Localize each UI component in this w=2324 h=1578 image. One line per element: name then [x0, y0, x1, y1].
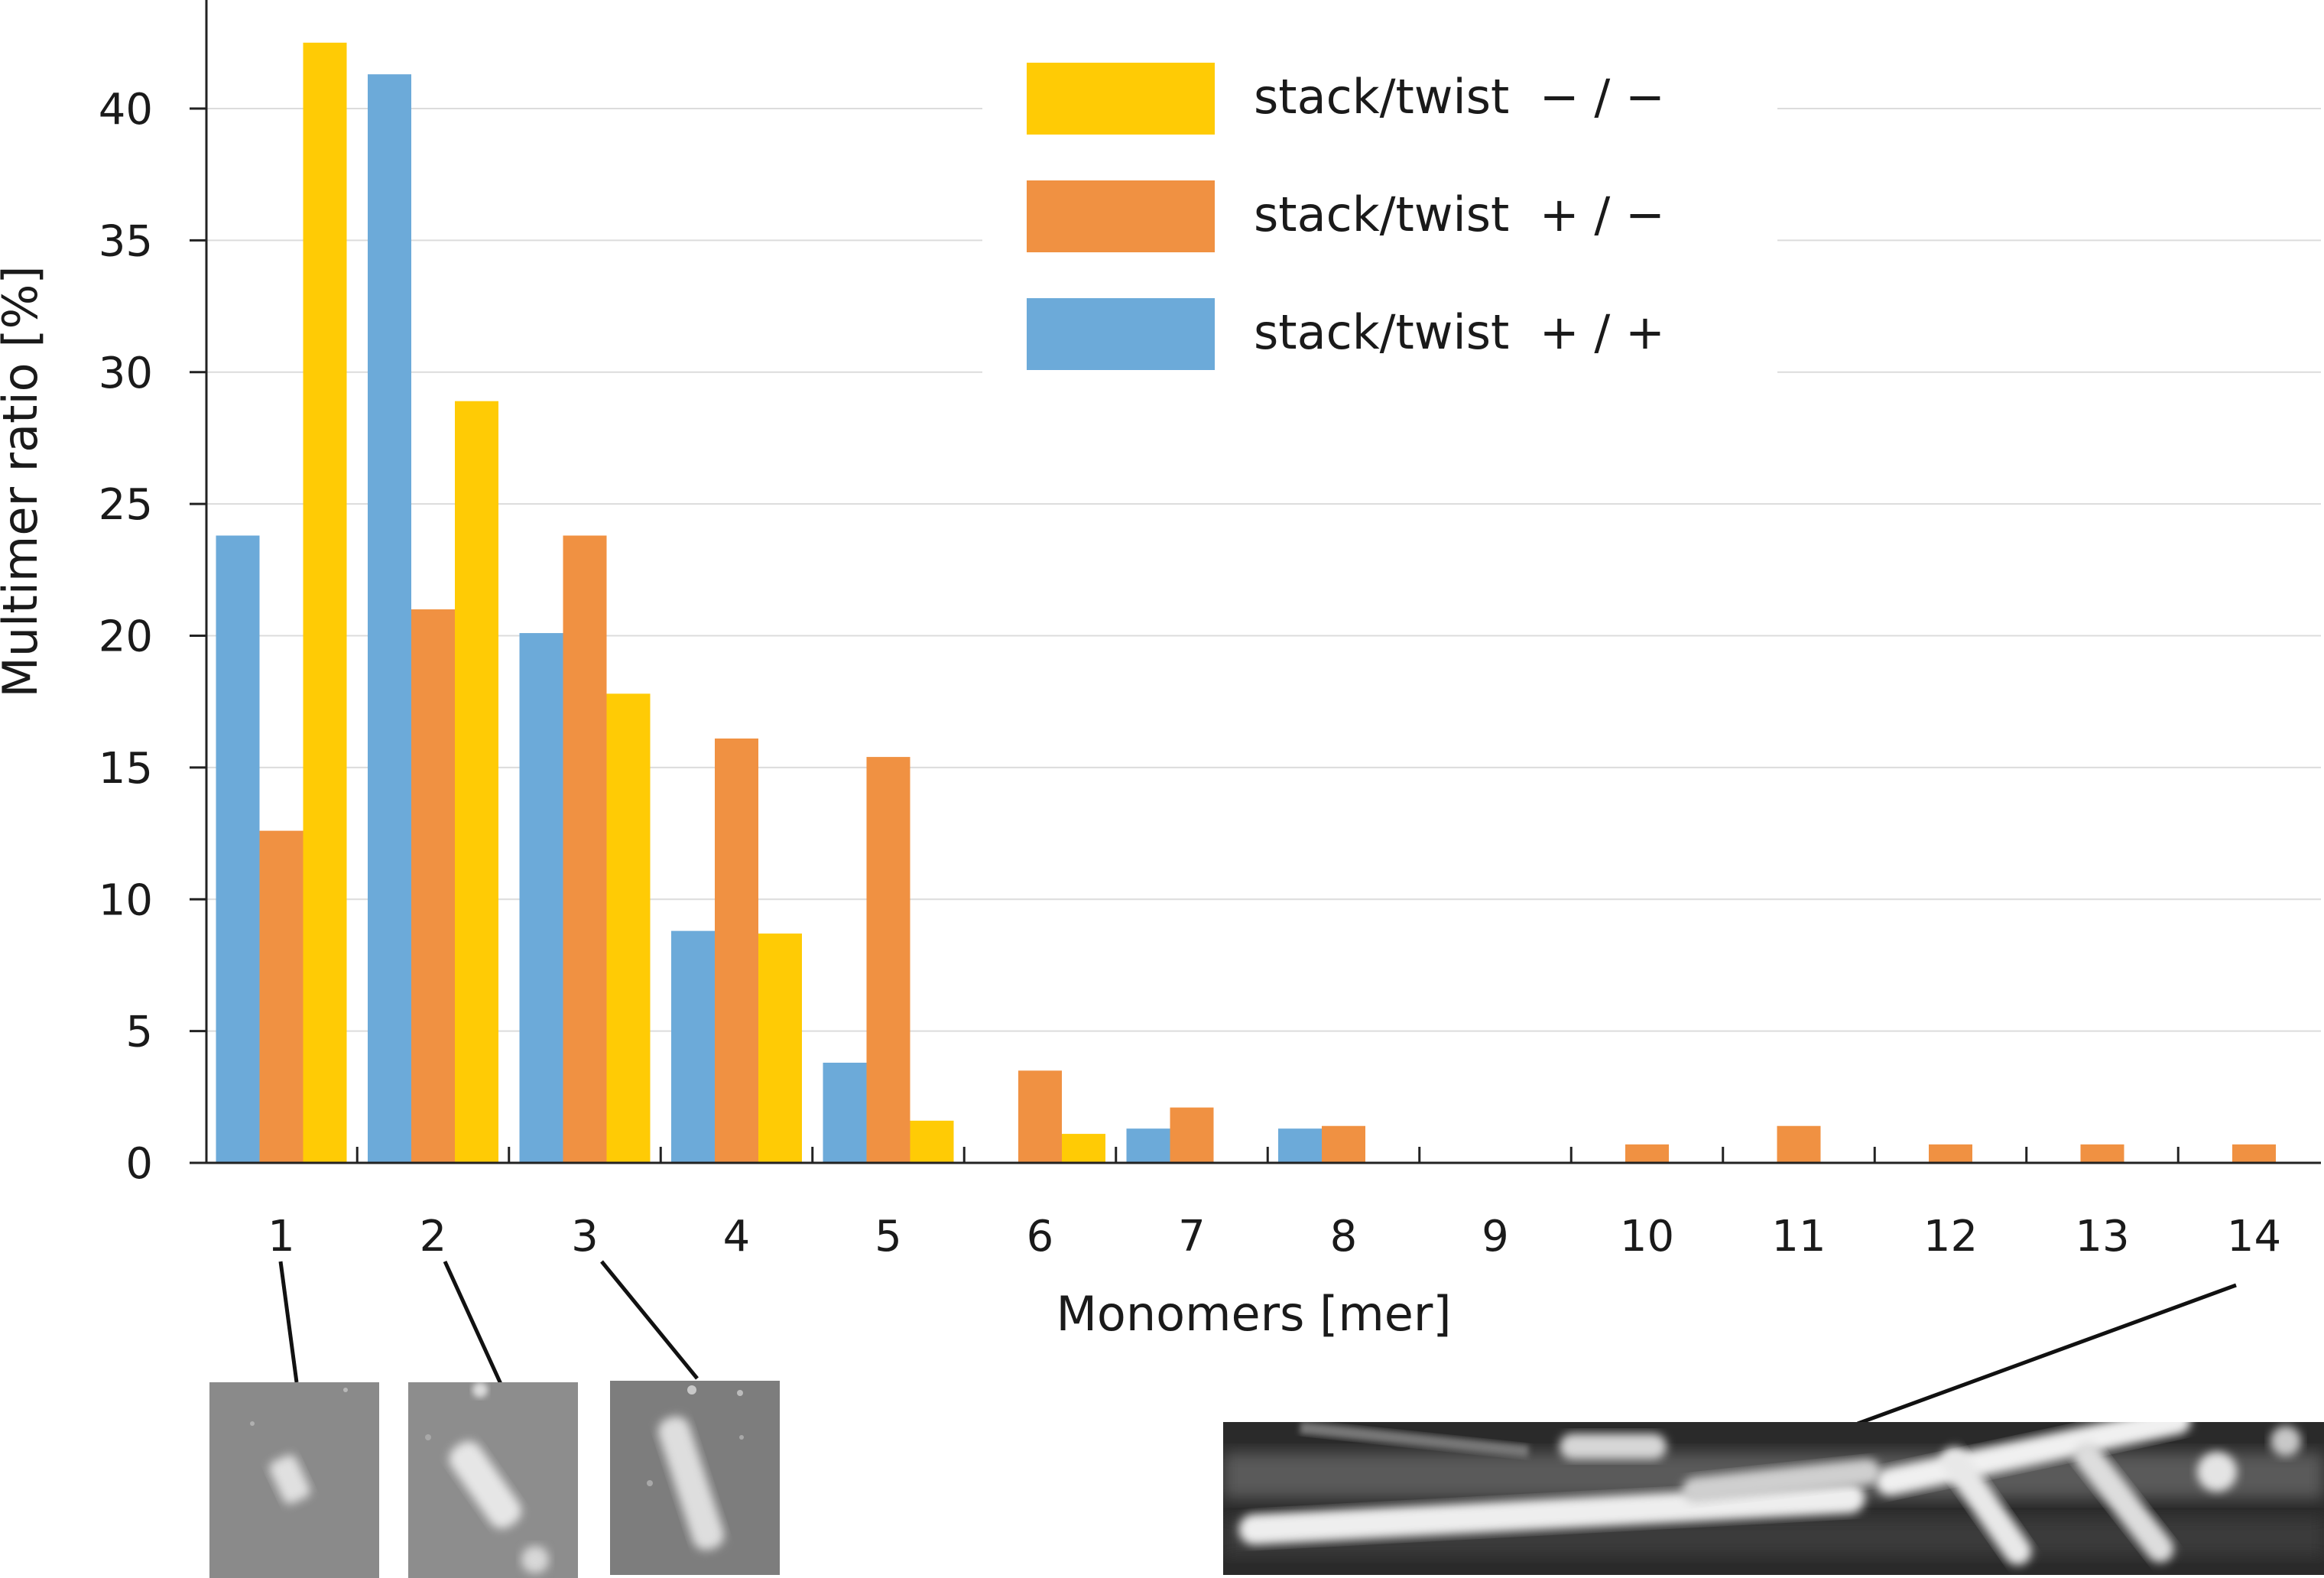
bar-7-series-1: [1170, 1107, 1214, 1163]
x-tick-label-11: 11: [1771, 1212, 1826, 1261]
y-tick-label-5: 5: [125, 1008, 153, 1057]
x-tick-label-14: 14: [2227, 1212, 2281, 1261]
y-tick-label-35: 35: [99, 216, 153, 266]
bar-7-series-0: [1126, 1128, 1170, 1163]
bar-8-series-1: [1322, 1125, 1365, 1163]
legend-swatch-2: [1027, 63, 1215, 135]
dimer-afm-image: [408, 1382, 578, 1578]
bar-5-series-0: [823, 1062, 867, 1163]
y-axis-label: Multimer ratio [%]: [0, 265, 48, 697]
y-tick-label-0: 0: [125, 1139, 153, 1189]
y-tick-label-15: 15: [99, 744, 153, 794]
bar-2-series-0: [368, 74, 411, 1164]
bar-10-series-1: [1625, 1144, 1669, 1163]
y-tick-label-30: 30: [99, 349, 153, 398]
bar-1-series-0: [216, 535, 260, 1163]
legend-swatch-0: [1027, 298, 1215, 370]
trimer-afm-image: [610, 1381, 780, 1575]
x-tick-label-8: 8: [1330, 1212, 1358, 1261]
bars: [216, 42, 2276, 1164]
x-tick-label-1: 1: [268, 1212, 295, 1261]
legend-label-0: stack/twist + / +: [1254, 304, 1665, 360]
y-tick-label-25: 25: [99, 480, 153, 530]
leader-line-1: [278, 1261, 299, 1383]
x-tick-label-13: 13: [2075, 1212, 2129, 1261]
bar-6-series-1: [1018, 1070, 1062, 1163]
bar-4-series-0: [671, 930, 715, 1163]
x-tick-label-2: 2: [420, 1212, 447, 1261]
bar-5-series-1: [866, 757, 910, 1163]
x-tick-label-6: 6: [1027, 1212, 1054, 1261]
bar-14-series-1: [2232, 1144, 2276, 1163]
bar-1-series-2: [303, 42, 347, 1163]
x-tick-label-4: 4: [723, 1212, 751, 1261]
bar-3-series-0: [519, 633, 563, 1163]
leader-line-14: [1857, 1283, 2237, 1426]
bar-5-series-2: [910, 1120, 954, 1163]
legend-swatch-1: [1027, 180, 1215, 252]
inset-leader-lines: [278, 1260, 2237, 1426]
bar-3-series-2: [606, 693, 651, 1163]
bar-4-series-2: [758, 933, 802, 1163]
x-tick-label-7: 7: [1178, 1212, 1206, 1261]
leader-line-2: [443, 1260, 503, 1385]
bar-1-series-1: [259, 830, 303, 1163]
bar-13-series-1: [2080, 1144, 2124, 1163]
monomer-afm-image: [209, 1382, 379, 1578]
x-tick-label-5: 5: [875, 1212, 902, 1261]
x-tick-label-3: 3: [571, 1212, 599, 1261]
y-tick-label-10: 10: [99, 875, 153, 925]
leader-line-3: [600, 1260, 699, 1380]
bar-2-series-2: [455, 401, 498, 1163]
x-axis-label: Monomers [mer]: [1056, 1286, 1451, 1342]
y-tick-label-20: 20: [99, 612, 153, 662]
bar-4-series-1: [715, 738, 758, 1163]
bar-3-series-1: [563, 535, 607, 1163]
bar-12-series-1: [1929, 1144, 1972, 1163]
y-axis-ticks: 0 5 10 15 20 25 30 35 40: [99, 85, 206, 1189]
legend-label-2: stack/twist − / −: [1254, 69, 1665, 125]
y-tick-label-40: 40: [99, 85, 153, 135]
x-tick-label-9: 9: [1482, 1212, 1509, 1261]
x-axis-ticks: 1 2 3 4 5 6 7 8 9 10 11 12 13 14: [268, 1147, 2281, 1261]
bar-6-series-2: [1062, 1134, 1105, 1163]
bar-2-series-1: [411, 609, 455, 1163]
legend-label-1: stack/twist + / −: [1254, 187, 1665, 242]
bar-8-series-0: [1278, 1128, 1322, 1163]
x-tick-label-10: 10: [1620, 1212, 1674, 1261]
legend: stack/twist − / − stack/twist + / − stack/…: [1027, 63, 1665, 370]
x-tick-label-12: 12: [1923, 1212, 1978, 1261]
bar-11-series-1: [1777, 1125, 1821, 1163]
14-mer-afm-strip: [1223, 1422, 2324, 1575]
